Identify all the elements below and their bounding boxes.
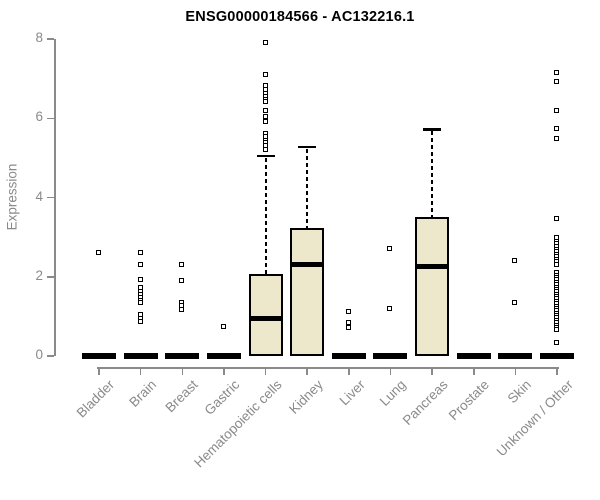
median-line <box>415 264 450 270</box>
outlier-point <box>512 258 518 264</box>
whisker-line <box>306 148 309 229</box>
outlier-point <box>554 261 560 267</box>
x-tick <box>306 367 308 375</box>
whisker-line <box>264 157 267 274</box>
outlier-point <box>137 300 143 306</box>
outlier-point <box>262 72 268 78</box>
outlier-point <box>554 70 560 76</box>
y-tick-label: 4 <box>35 188 43 204</box>
collapsed-box <box>206 353 241 359</box>
outlier-point <box>554 340 560 346</box>
outlier-point <box>262 40 268 46</box>
outlier-point <box>387 305 393 311</box>
outlier-point <box>554 215 560 221</box>
outlier-point <box>262 118 268 124</box>
outlier-point <box>137 277 143 283</box>
y-axis-line <box>54 39 56 356</box>
collapsed-box <box>498 353 533 359</box>
y-tick-label: 0 <box>35 347 43 362</box>
collapsed-box <box>123 353 158 359</box>
median-line <box>290 261 325 267</box>
y-tick <box>47 38 54 40</box>
outlier-point <box>345 319 351 325</box>
x-tick-label: Breast <box>162 377 201 416</box>
x-tick-label: Kidney <box>286 377 326 417</box>
x-tick <box>556 367 558 375</box>
x-tick <box>389 367 392 375</box>
x-tick <box>223 367 225 375</box>
x-tick-label: Unknown / Other <box>493 377 576 460</box>
y-tick <box>47 276 54 278</box>
outlier-point <box>554 125 560 131</box>
x-tick-label: Skin <box>504 377 535 407</box>
y-tick <box>47 196 54 199</box>
collapsed-box <box>82 353 116 359</box>
box <box>248 273 283 356</box>
x-tick <box>264 367 267 375</box>
whisker-cap <box>298 145 317 149</box>
x-tick-label: Pancreas <box>399 377 451 428</box>
box <box>290 228 325 356</box>
y-tick-label: 2 <box>35 267 43 283</box>
collapsed-box <box>331 353 366 359</box>
outlier-point <box>554 135 560 141</box>
outlier-point <box>262 99 268 105</box>
outlier-point <box>554 107 560 113</box>
outlier-point <box>179 278 185 284</box>
x-tick-label: Brain <box>126 377 160 410</box>
x-tick <box>98 367 100 375</box>
whisker-line <box>431 131 434 217</box>
x-tick <box>348 367 350 375</box>
outlier-point <box>345 309 351 315</box>
y-tick-label: 8 <box>35 30 43 45</box>
y-tick-label: 6 <box>35 109 43 125</box>
x-tick <box>139 367 142 375</box>
chart-title: ENSG00000184566 - AC132216.1 <box>185 9 415 25</box>
collapsed-box <box>165 353 200 359</box>
outlier-point <box>179 261 185 267</box>
outlier-point <box>220 323 226 329</box>
x-tick-label: Lung <box>377 377 410 409</box>
x-tick-label: Gastric <box>201 377 243 418</box>
collapsed-box <box>540 353 575 359</box>
whisker-cap <box>256 154 275 158</box>
y-tick <box>47 355 54 357</box>
x-tick-label: Liver <box>336 377 368 409</box>
x-tick <box>181 367 184 375</box>
outlier-point <box>387 245 393 251</box>
outlier-point <box>137 319 143 325</box>
outlier-point <box>512 299 518 305</box>
outlier-point <box>179 306 185 312</box>
outlier-point <box>262 113 268 119</box>
outlier-point <box>96 250 101 256</box>
outlier-point <box>137 261 143 267</box>
y-tick <box>47 117 54 119</box>
x-tick <box>431 367 433 375</box>
outlier-point <box>137 250 143 256</box>
outlier-point <box>262 107 268 113</box>
outlier-point <box>262 146 268 152</box>
x-tick-label: Prostate <box>446 377 493 424</box>
outlier-point <box>345 324 351 330</box>
collapsed-box <box>373 353 408 359</box>
x-tick <box>514 367 517 375</box>
outlier-point <box>554 327 560 333</box>
whisker-cap <box>423 128 442 131</box>
outlier-point <box>554 79 560 85</box>
x-tick <box>473 367 475 375</box>
box <box>415 216 450 356</box>
x-axis-line <box>97 367 559 369</box>
median-line <box>248 315 283 321</box>
collapsed-box <box>456 353 491 359</box>
x-tick-label: Bladder <box>74 377 118 421</box>
